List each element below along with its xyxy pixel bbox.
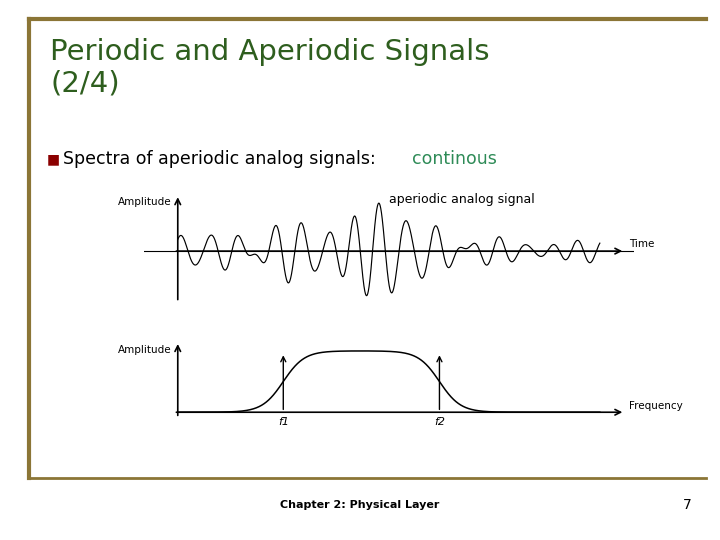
- Text: Frequency: Frequency: [629, 401, 683, 411]
- Text: 7: 7: [683, 498, 691, 512]
- Text: aperiodic analog signal: aperiodic analog signal: [389, 193, 534, 206]
- Text: Periodic and Aperiodic Signals
(2/4): Periodic and Aperiodic Signals (2/4): [50, 38, 490, 97]
- Text: Amplitude: Amplitude: [118, 345, 171, 355]
- Text: Amplitude: Amplitude: [118, 197, 171, 207]
- Text: ■: ■: [47, 152, 60, 166]
- Text: f2: f2: [434, 417, 445, 428]
- Text: Chapter 2: Physical Layer: Chapter 2: Physical Layer: [280, 500, 440, 510]
- Text: Time: Time: [629, 239, 654, 249]
- Text: f1: f1: [278, 417, 289, 428]
- Text: Spectra of aperiodic analog signals:: Spectra of aperiodic analog signals:: [63, 150, 382, 168]
- Text: continous: continous: [412, 150, 497, 168]
